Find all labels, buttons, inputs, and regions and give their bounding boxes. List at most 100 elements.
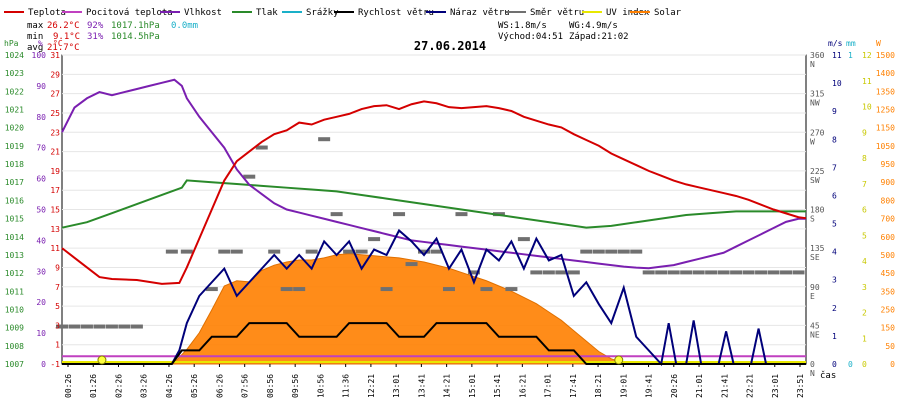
x-tick-label: 07:56 (241, 374, 250, 398)
w-tick-label: 800 (881, 196, 896, 205)
x-tick-label: 02:26 (114, 374, 123, 398)
ms-tick-label: 7 (832, 163, 837, 172)
hpa-tick-label: 1023 (5, 69, 24, 78)
stat-max-rain: 0.0mm (171, 21, 198, 31)
hpa-tick-label: 1015 (5, 215, 24, 224)
pressure-line (61, 179, 806, 229)
x-tick-label: 22:21 (746, 374, 755, 398)
ms-tick-label: 9 (832, 107, 837, 116)
pct-tick-label: 60 (36, 175, 46, 184)
x-tick-label: 20:26 (670, 374, 679, 398)
w-tick-label: 1050 (876, 142, 895, 151)
direction-tick-label: 360 (810, 51, 825, 60)
pct-axis-unit: % (38, 39, 43, 48)
temp-tick-label: 29 (50, 70, 60, 79)
mm-axis-unit: mm (846, 39, 856, 48)
stat-max-humidity: 92% (87, 21, 104, 31)
stat-max-label: max (27, 21, 44, 31)
wind-gust-line (62, 228, 806, 367)
x-tick-label: 13:41 (417, 374, 426, 398)
temp-tick-label: 27 (50, 90, 60, 99)
pct-tick-label: 100 (32, 51, 47, 60)
uv-tick-label: 10 (862, 103, 872, 112)
chart-title: 27.06.2014 (414, 39, 486, 53)
x-tick-label: 03:26 (140, 374, 149, 398)
stat-max-temp: 26.2°C (47, 21, 80, 31)
x-tick-label: 11:36 (342, 374, 351, 398)
direction-tick-label: NW (810, 99, 820, 108)
w-tick-label: 1150 (876, 124, 895, 133)
pct-tick-label: 50 (36, 206, 46, 215)
hpa-tick-label: 1021 (5, 106, 24, 115)
direction-tick-label: N (810, 60, 815, 69)
w-axis-unit: W (876, 39, 881, 48)
temp-tick-label: 11 (50, 244, 60, 253)
x-tick-label: 12:21 (367, 374, 376, 398)
pct-tick-label: 10 (36, 329, 46, 338)
w-tick-label: 450 (881, 269, 896, 278)
uv-tick-label: 5 (862, 231, 867, 240)
hpa-tick-label: 1022 (5, 87, 24, 96)
ms-tick-label: 11 (832, 51, 842, 60)
stat-max-pressure: 1017.1hPa (111, 21, 160, 31)
hpa-tick-label: 1016 (5, 196, 24, 205)
uv-tick-label: 1 (862, 334, 867, 343)
uv-tick-label: 7 (862, 180, 867, 189)
direction-tick-label: 0 (810, 360, 815, 369)
w-tick-label: 1500 (876, 51, 895, 60)
x-tick-label: 10:56 (316, 374, 325, 398)
x-tick-label: 00:26 (64, 374, 73, 398)
temp-tick-label: 3 (55, 321, 60, 330)
uv-tick-label: 8 (862, 154, 867, 163)
info-wind-gust: WG:4.9m/s (569, 21, 618, 31)
x-tick-label: 13:01 (392, 374, 401, 398)
x-tick-label: 21:01 (695, 374, 704, 398)
ms-tick-label: 3 (832, 276, 837, 285)
temp-axis-unit: °C (53, 39, 63, 48)
hpa-tick-label: 1020 (5, 124, 24, 133)
hpa-tick-label: 1009 (5, 324, 24, 333)
w-tick-label: 150 (881, 324, 896, 333)
legend: Teplota Pocitová teplota Vlhkost Tlak Srážky… (4, 8, 682, 18)
stat-min-label: min (27, 32, 43, 42)
x-tick-label: 23:01 (771, 374, 780, 398)
uv-tick-label: 3 (862, 283, 867, 292)
legend-label: Teplota (28, 8, 66, 18)
uv-tick-label: 9 (862, 128, 867, 137)
temp-tick-label: 25 (50, 109, 60, 118)
ms-tick-label: 0 (832, 360, 837, 369)
w-tick-label: 1400 (876, 69, 895, 78)
legend-label: Srážky (306, 8, 339, 18)
ms-tick-label: 2 (832, 304, 837, 313)
temp-tick-label: 1 (55, 341, 60, 350)
temp-tick-label: 15 (50, 206, 60, 215)
pct-tick-label: 90 (36, 82, 46, 91)
humidity-line (61, 78, 806, 270)
hpa-tick-label: 1007 (5, 360, 24, 369)
w-tick-label: 50 (885, 342, 895, 351)
direction-tick-label: SE (810, 253, 820, 262)
w-tick-label: 1350 (876, 87, 895, 96)
legend-label: Solar (654, 8, 682, 18)
hpa-axis-unit: hPa (4, 39, 19, 48)
direction-tick-label: S (810, 215, 815, 224)
x-tick-label: 05:26 (190, 374, 199, 398)
hpa-tick-label: 1024 (5, 51, 24, 60)
direction-tick-label: W (810, 137, 815, 146)
w-tick-label: 350 (881, 287, 896, 296)
x-tick-label: 14:21 (443, 374, 452, 398)
stat-avg-label: avg (27, 43, 43, 53)
ms-tick-label: 6 (832, 191, 837, 200)
uv-tick-label: 0 (862, 360, 867, 369)
w-tick-label: 900 (881, 178, 896, 187)
temp-tick-label: 7 (55, 283, 60, 292)
info-wind-speed: WS:1.8m/s (498, 21, 547, 31)
temp-tick-label: 17 (50, 186, 60, 195)
temp-tick-label: 21 (50, 148, 60, 157)
x-tick-label: 19:01 (619, 374, 628, 398)
info-sunset: Západ:21:02 (569, 32, 629, 42)
stat-min-temp: 9.1°C (53, 32, 80, 42)
uv-tick-label: 12 (862, 51, 872, 60)
pct-tick-label: 80 (36, 113, 46, 122)
